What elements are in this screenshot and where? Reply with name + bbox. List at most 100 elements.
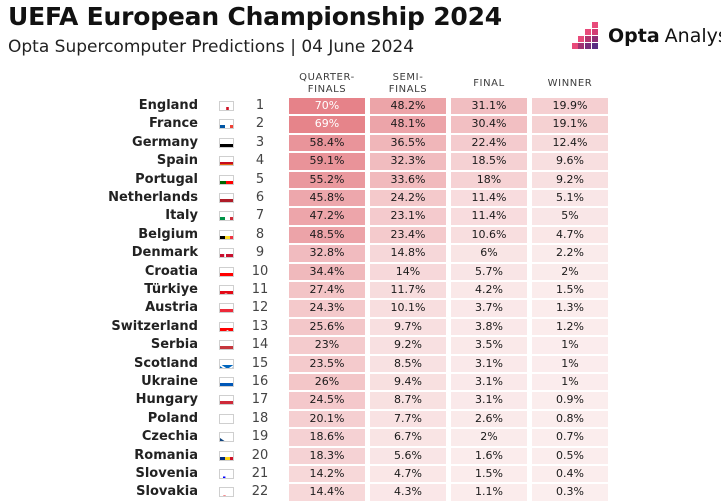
table-row: Czechia 19 18.6% 6.7% 2% 0.7% [0,428,721,446]
cell-quarter-finals: 48.5% [289,226,365,244]
rank-number: 21 [251,466,269,481]
team-name: France [148,116,198,132]
rank-number: 13 [251,318,269,334]
cell-winner: 1% [532,337,608,354]
romania-flag-icon [219,450,234,461]
cell-final: 2% [451,429,527,446]
rank-number: 22 [251,484,269,500]
cell-final: 18.5% [451,153,527,170]
cell-winner: 0.7% [532,429,608,446]
table-row: Slovakia 22 14.4% 4.3% 1.1% 0.3% [0,483,721,501]
cell-winner: 9.2% [532,171,608,188]
cell-quarter-finals: 18.3% [289,447,365,464]
slovakia-flag-icon [219,487,234,498]
cell-winner: 1.2% [532,318,608,336]
cell-winner: 19.1% [532,116,608,133]
cell-quarter-finals: 14.2% [289,466,365,483]
cell-winner: 12.4% [532,134,608,152]
cell-quarter-finals: 25.6% [289,318,365,336]
team-name: Serbia [150,337,198,353]
team-name: Croatia [144,263,198,279]
cell-semi-finals: 14% [370,263,446,280]
table-row: England 1 70% 48.2% 31.1% 19.9% [0,97,721,115]
cell-final: 3.7% [451,300,527,317]
cell-quarter-finals: 18.6% [289,429,365,446]
cell-final: 22.4% [451,134,527,152]
rank-number: 6 [255,190,265,205]
column-header-final: FINAL [473,78,505,89]
cell-winner: 1.5% [532,282,608,299]
cell-semi-finals: 8.7% [370,392,446,409]
table-row: Türkiye 11 27.4% 11.7% 4.2% 1.5% [0,281,721,299]
cell-semi-finals: 4.3% [370,484,446,501]
hungary-flag-icon [219,395,234,406]
rank-number: 4 [255,153,265,169]
serbia-flag-icon [219,340,234,351]
rank-number: 1 [255,98,265,113]
cell-winner: 19.9% [532,98,608,115]
cell-quarter-finals: 27.4% [289,282,365,299]
cell-quarter-finals: 23.5% [289,355,365,372]
table-row: Ukraine 16 26% 9.4% 3.1% 1% [0,373,721,391]
rank-number: 9 [255,245,265,261]
cell-quarter-finals: 24.3% [289,300,365,317]
cell-winner: 0.4% [532,466,608,483]
cell-final: 6% [451,245,527,262]
cell-quarter-finals: 20.1% [289,410,365,428]
cell-semi-finals: 6.7% [370,429,446,446]
table-row: Netherlands 6 45.8% 24.2% 11.4% 5.1% [0,189,721,207]
cell-final: 10.6% [451,226,527,244]
cell-final: 30.4% [451,116,527,133]
team-name: Spain [156,153,198,169]
rank-number: 17 [251,392,269,408]
rank-number: 7 [255,208,265,224]
cell-semi-finals: 11.7% [370,282,446,299]
cell-semi-finals: 9.2% [370,337,446,354]
column-header-winner: WINNER [547,78,593,89]
scotland-flag-icon [219,358,234,369]
cell-quarter-finals: 23% [289,337,365,354]
spain-flag-icon [219,156,234,167]
rank-number: 5 [255,171,265,187]
cell-quarter-finals: 32.8% [289,245,365,262]
cell-final: 1.5% [451,466,527,483]
cell-winner: 1.3% [532,300,608,317]
cell-winner: 1% [532,355,608,372]
turkiye-flag-icon [219,285,234,295]
team-name: Scotland [133,355,198,371]
logo-text-analyst: Analyst [664,25,721,47]
team-name: Germany [132,134,198,150]
rank-number: 12 [251,300,269,316]
rank-number: 2 [255,116,265,132]
team-name: Ukraine [141,374,198,389]
cell-winner: 5% [532,208,608,225]
cell-semi-finals: 9.7% [370,318,446,336]
chart-subtitle: Opta Supercomputer Predictions | 04 June… [8,37,415,57]
cell-semi-finals: 9.4% [370,374,446,391]
cell-quarter-finals: 34.4% [289,263,365,280]
table-row: Hungary 17 24.5% 8.7% 3.1% 0.9% [0,391,721,409]
slovenia-flag-icon [219,469,234,479]
cell-winner: 5.1% [532,190,608,207]
team-name: Türkiye [144,282,198,297]
england-flag-icon [219,101,234,111]
ukraine-flag-icon [219,377,234,387]
table-row: Italy 7 47.2% 23.1% 11.4% 5% [0,207,721,225]
cell-semi-finals: 10.1% [370,300,446,317]
cell-final: 18% [451,171,527,188]
rank-number: 15 [251,355,269,371]
table-row: Croatia 10 34.4% 14% 5.7% 2% [0,263,721,281]
team-name: Belgium [138,226,198,242]
team-name: Austria [145,300,198,316]
table-row: Spain 4 59.1% 32.3% 18.5% 9.6% [0,152,721,170]
switzerland-flag-icon [219,321,234,332]
cell-quarter-finals: 24.5% [289,392,365,409]
team-name: Portugal [135,171,198,187]
cell-winner: 0.8% [532,410,608,428]
cell-final: 3.1% [451,374,527,391]
cell-quarter-finals: 26% [289,374,365,391]
cell-final: 1.6% [451,447,527,464]
cell-winner: 2% [532,263,608,280]
column-header-quarter-finals: QUARTER- FINALS [299,72,355,95]
opta-analyst-logo: OptaAnalyst [572,22,721,50]
